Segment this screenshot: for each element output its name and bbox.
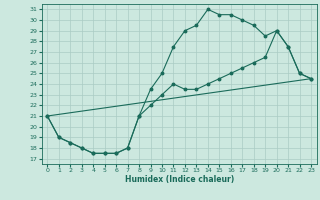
X-axis label: Humidex (Indice chaleur): Humidex (Indice chaleur) (124, 175, 234, 184)
